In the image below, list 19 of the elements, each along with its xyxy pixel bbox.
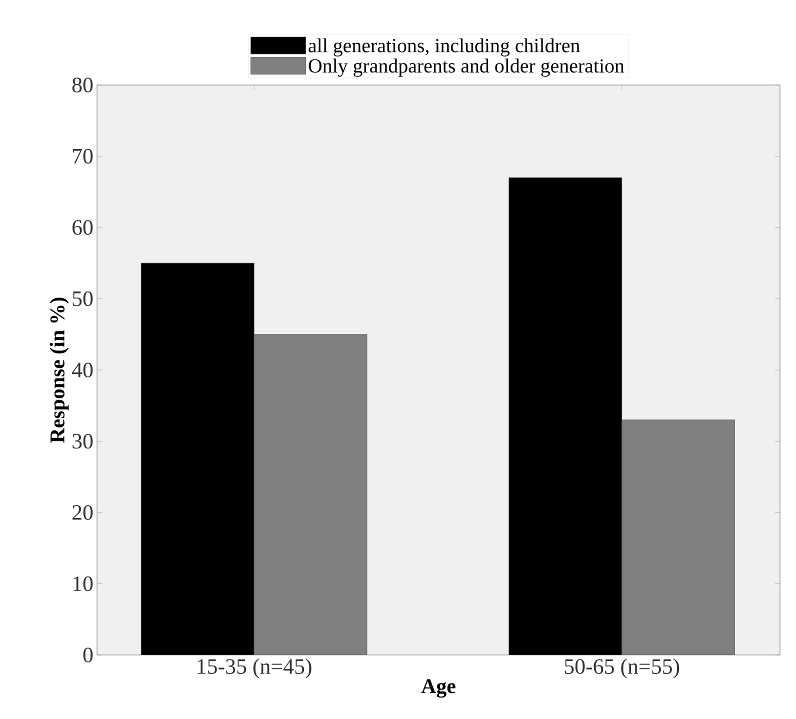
y-tick-label: 80 bbox=[72, 78, 93, 92]
y-tick-label: 10 bbox=[73, 576, 93, 592]
y-tick-label: 60 bbox=[72, 220, 93, 235]
legend-label: Only grandparents and older generation bbox=[308, 58, 624, 77]
y-tick-label: 50 bbox=[72, 291, 93, 306]
y-tick-label: 20 bbox=[72, 505, 93, 520]
bar bbox=[508, 177, 622, 655]
x-tick-label: 15-35 (n=45) bbox=[198, 658, 312, 678]
bar bbox=[622, 420, 735, 655]
legend-label: all generations, including children bbox=[308, 38, 580, 56]
y-tick-label: 70 bbox=[73, 148, 93, 164]
y-tick-label: 40 bbox=[72, 362, 93, 378]
y-tick-label: 30 bbox=[72, 434, 93, 449]
bar bbox=[140, 262, 254, 655]
x-axis-title: Age bbox=[421, 679, 456, 698]
bar bbox=[254, 334, 368, 655]
y-axis-title: Response (in %) bbox=[50, 298, 69, 443]
x-tick-label: 50-65 (n=55) bbox=[564, 658, 680, 678]
y-tick-label: 0 bbox=[83, 648, 93, 662]
